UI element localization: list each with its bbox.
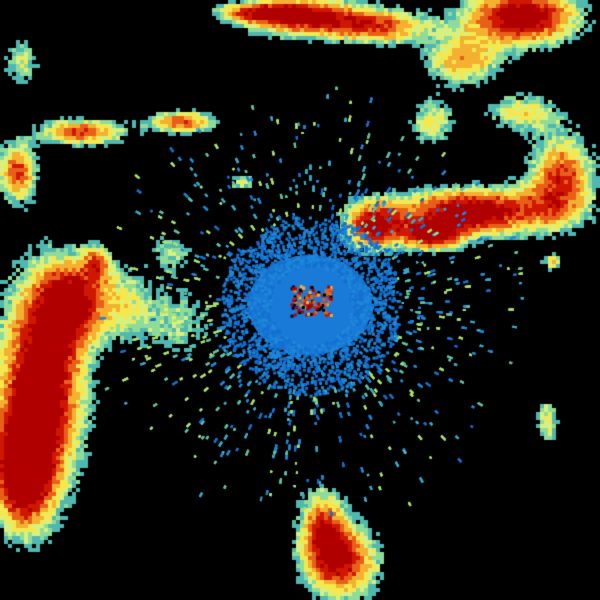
radar-image: [0, 0, 600, 600]
radar-reflectivity-canvas: [0, 0, 600, 600]
